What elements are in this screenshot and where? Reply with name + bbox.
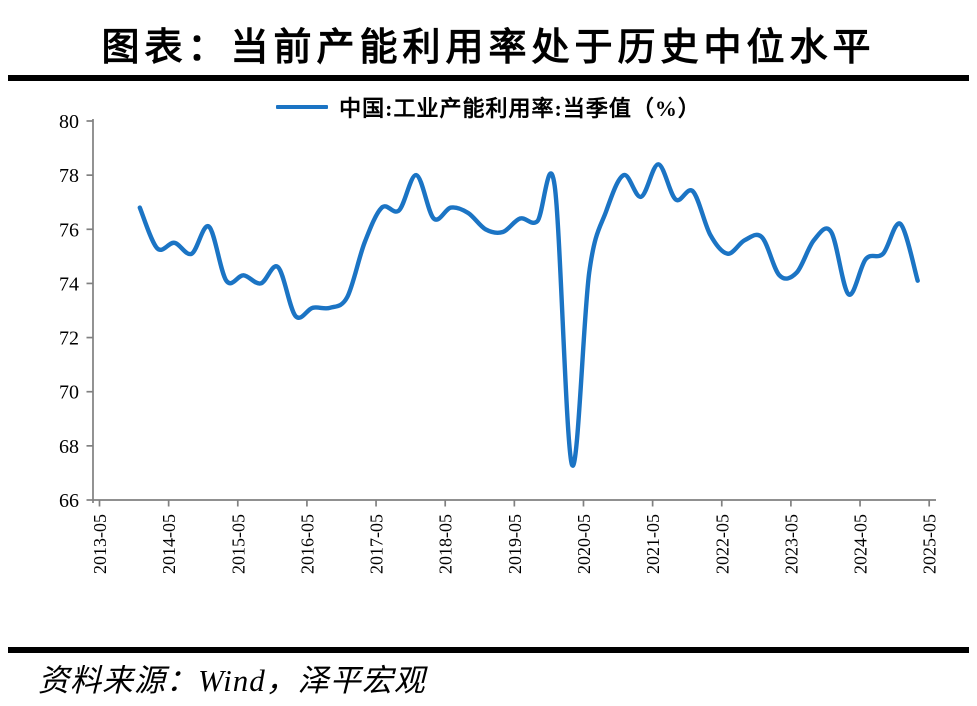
y-tick-label: 80 <box>59 111 79 133</box>
x-tick-label: 2014-05 <box>159 514 179 574</box>
x-tick-label: 2025-05 <box>920 514 940 574</box>
legend-label: 中国:工业产能利用率:当季值（%） <box>339 96 701 121</box>
y-tick-label: 78 <box>59 165 79 187</box>
chart-legend: 中国:工业产能利用率:当季值（%） <box>0 93 977 121</box>
x-tick-label: 2022-05 <box>712 514 732 574</box>
x-tick-label: 2023-05 <box>781 514 801 574</box>
x-tick-label: 2019-05 <box>505 514 525 574</box>
series-line <box>137 162 920 468</box>
x-tick-label: 2020-05 <box>574 514 594 574</box>
divider-rule-top <box>8 75 969 81</box>
x-tick-label: 2021-05 <box>643 514 663 574</box>
x-tick-label: 2018-05 <box>436 514 456 574</box>
x-tick-label: 2013-05 <box>90 514 110 574</box>
y-tick-label: 66 <box>59 490 79 512</box>
page-title: 图表：当前产能利用率处于历史中位水平 <box>101 27 876 69</box>
x-tick-label: 2015-05 <box>228 514 248 574</box>
source-note: 资料来源：Wind，泽平宏观 <box>38 663 426 698</box>
divider-rule-bottom <box>8 647 969 653</box>
x-tick-label: 2016-05 <box>297 514 317 574</box>
x-tick-label: 2017-05 <box>367 514 387 574</box>
legend-line-sample <box>276 105 329 109</box>
y-tick-label: 70 <box>59 382 79 404</box>
axes <box>92 119 936 503</box>
y-tick-label: 72 <box>59 328 79 350</box>
y-tick-label: 68 <box>59 436 79 458</box>
y-tick-label: 76 <box>59 219 79 241</box>
y-tick-label: 74 <box>59 273 79 295</box>
x-tick-label: 2024-05 <box>851 514 871 574</box>
